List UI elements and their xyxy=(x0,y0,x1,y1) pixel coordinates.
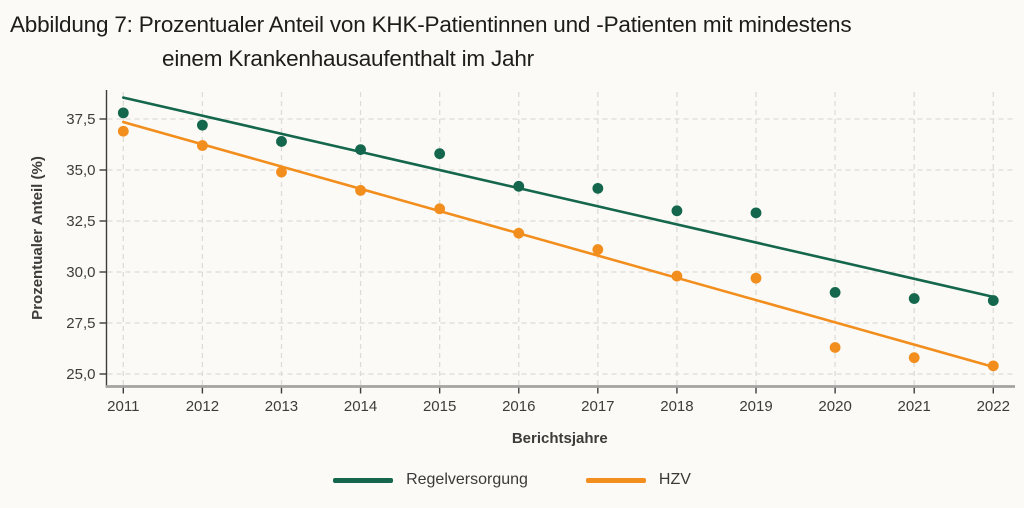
legend-item-regelversorgung: Regelversorgung xyxy=(333,471,528,489)
data-point-regelversorgung xyxy=(434,148,446,160)
y-tick-label: 27,5 xyxy=(66,315,95,332)
data-point-regelversorgung xyxy=(513,180,525,192)
data-point-regelversorgung xyxy=(829,287,841,298)
x-tick-label: 2016 xyxy=(502,398,535,415)
data-point-hzv xyxy=(196,140,208,151)
data-point-hzv xyxy=(829,342,841,353)
x-tick-label: 2020 xyxy=(818,398,851,415)
trend-lines xyxy=(122,96,995,369)
y-tick-label: 30,0 xyxy=(66,264,95,281)
data-point-regelversorgung xyxy=(750,207,762,219)
y-tick-label: 25,0 xyxy=(66,366,95,383)
data-point-regelversorgung xyxy=(276,136,287,147)
figure-title-line1: Abbildung 7: Prozentualer Anteil von KHK… xyxy=(10,12,852,37)
data-point-regelversorgung xyxy=(117,107,129,119)
data-point-regelversorgung xyxy=(355,144,366,156)
y-tick-label: 35,0 xyxy=(66,162,95,179)
data-point-hzv xyxy=(908,352,920,364)
data-point-hzv xyxy=(592,244,604,255)
x-tick-label: 2011 xyxy=(107,398,139,415)
x-tick-label: 2018 xyxy=(660,398,693,415)
data-point-hzv xyxy=(750,272,762,284)
legend: Regelversorgung HZV xyxy=(0,471,1024,489)
x-axis-label: Berichtsjahre xyxy=(512,430,608,447)
data-point-regelversorgung xyxy=(987,295,999,306)
x-tick-label: 2022 xyxy=(977,398,1010,415)
trend-line-regelversorgung xyxy=(122,96,995,299)
axis-layer xyxy=(99,90,1015,394)
data-point-regelversorgung xyxy=(671,205,683,217)
grid-layer xyxy=(107,92,1013,386)
data-point-regelversorgung xyxy=(908,293,920,304)
axis-labels: 2011 2012 2013 2014 2015 2016 2017 2018 2019 2020… xyxy=(29,111,1010,447)
data-point-hzv xyxy=(671,270,683,282)
data-point-hzv xyxy=(987,360,999,372)
x-tick-label: 2014 xyxy=(344,398,377,415)
data-point-hzv xyxy=(513,227,525,239)
x-tick-label: 2013 xyxy=(265,398,298,415)
data-point-hzv xyxy=(434,203,446,215)
x-tick-label: 2019 xyxy=(739,398,772,415)
legend-line-swatch-regelversorgung xyxy=(333,477,394,483)
data-points xyxy=(117,107,999,372)
x-tick-label: 2021 xyxy=(898,398,931,415)
legend-label-hzv: HZV xyxy=(658,471,691,488)
data-point-regelversorgung xyxy=(196,119,208,131)
x-tick-label: 2015 xyxy=(423,398,456,415)
data-point-regelversorgung xyxy=(592,182,604,194)
y-tick-label: 37,5 xyxy=(66,111,95,128)
y-tick-label: 32,5 xyxy=(66,213,95,230)
trend-line-hzv xyxy=(122,120,995,369)
legend-line-swatch-hzv xyxy=(585,477,646,483)
data-point-hzv xyxy=(276,166,287,178)
x-tick-label: 2017 xyxy=(581,398,614,415)
y-axis-label: Prozentualer Anteil (%) xyxy=(29,156,46,320)
figure-title-line2: einem Krankenhausaufenthalt im Jahr xyxy=(162,46,534,71)
data-point-hzv xyxy=(117,125,129,137)
legend-label-regelversorgung: Regelversorgung xyxy=(406,471,528,488)
legend-item-hzv: HZV xyxy=(585,471,691,489)
x-tick-label: 2012 xyxy=(186,398,219,415)
data-point-hzv xyxy=(355,185,366,196)
